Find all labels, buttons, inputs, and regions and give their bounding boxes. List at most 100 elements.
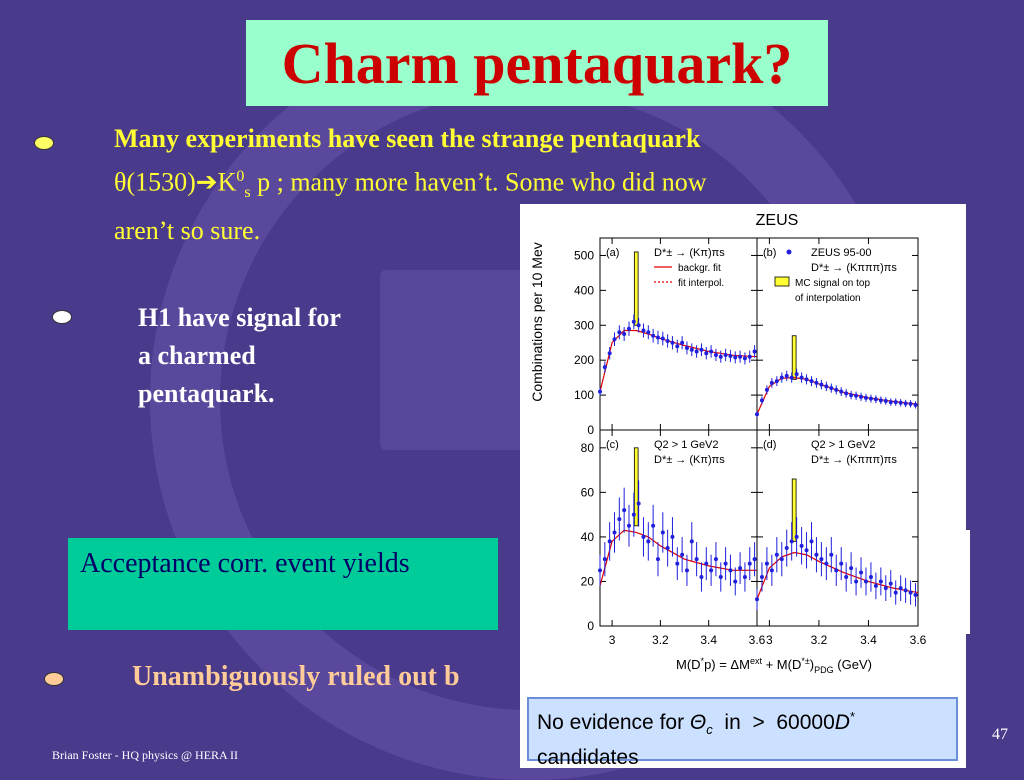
mc-signal-bar [633, 447, 639, 527]
data-point [779, 375, 784, 380]
footer-text: Brian Foster - HQ physics @ HERA II [52, 748, 239, 762]
xlabel-main: M(D [676, 657, 701, 672]
data-point [903, 401, 908, 406]
panel-frame [756, 429, 919, 627]
data-point [868, 575, 873, 579]
theta-symbol: θ(1530) [114, 167, 196, 197]
data-point [844, 391, 849, 396]
data-point [670, 340, 675, 345]
kaon-superscript: 0 [236, 168, 245, 185]
figure-panel-extension [940, 530, 970, 634]
data-point [680, 340, 685, 345]
data-point [893, 400, 898, 405]
x-tick-label: 3.4 [700, 633, 717, 647]
y-tick-label: 60 [581, 485, 595, 499]
xlabel-plus: + M(D [762, 657, 801, 672]
data-point [684, 568, 689, 573]
data-point [699, 575, 704, 579]
y-tick-label: 400 [574, 283, 594, 297]
y-tick-label: 0 [587, 423, 594, 437]
panel-id-label: (a) [606, 247, 619, 259]
y-tick-label: 300 [574, 318, 594, 332]
panel-label: D*± → (Kπ)πs [654, 454, 725, 466]
data-point [839, 389, 844, 394]
data-point [646, 330, 651, 335]
data-point [747, 354, 752, 359]
title-box: Charm pentaquark? [246, 20, 828, 106]
data-point [873, 397, 878, 402]
panel-label: D*± → (Kπ)πs [654, 247, 725, 259]
data-point [834, 568, 839, 573]
legend-label: backgr. fit [678, 263, 721, 274]
data-point [764, 387, 769, 392]
data-point [784, 546, 789, 551]
data-point [602, 557, 607, 562]
data-point [612, 337, 617, 342]
data-point [704, 351, 709, 356]
chart-title: ZEUS [756, 212, 799, 229]
x-tick-label: 3.6 [749, 633, 766, 647]
evidence-text-a: No evidence for [537, 711, 690, 734]
xlabel-unit: (GeV) [834, 657, 872, 672]
data-point [898, 586, 903, 591]
x-tick-label: 3 [609, 633, 616, 647]
data-point [888, 400, 893, 405]
y-tick-label: 20 [581, 574, 595, 588]
panel-label: D*± → (Kπππ)πs [811, 262, 897, 274]
evidence-line-2: candidates [537, 746, 639, 770]
data-point [888, 581, 893, 586]
data-point [893, 590, 898, 595]
data-point [908, 401, 913, 406]
data-point [646, 539, 651, 544]
y-tick-label: 40 [581, 530, 595, 544]
data-point [651, 333, 656, 338]
xlabel-sup1: * [701, 656, 705, 666]
data-point [655, 557, 660, 562]
data-point [814, 380, 819, 385]
figure-panel-background [520, 204, 966, 768]
legend-label: fit interpol. [678, 278, 724, 289]
background-fit-line [756, 377, 919, 415]
data-point [759, 575, 764, 579]
bullet-marker-3 [44, 672, 64, 686]
bullet-3-label: Unambiguously ruled out b [132, 661, 460, 692]
data-point [779, 557, 784, 562]
data-point [723, 352, 728, 357]
data-point [631, 319, 636, 324]
data-point [636, 501, 641, 506]
data-point [859, 394, 864, 399]
x-tick-label: 3.4 [860, 633, 877, 647]
data-point [804, 548, 809, 553]
data-point [764, 561, 769, 566]
data-point [908, 590, 913, 595]
kaon-symbol: K [217, 167, 237, 197]
data-point [689, 347, 694, 352]
bullet-3-text: Unambiguously ruled out b [132, 658, 460, 696]
data-point [829, 386, 834, 391]
panel-id-label: (c) [606, 439, 619, 451]
data-point [598, 389, 602, 394]
y-tick-label: 0 [587, 619, 594, 633]
data-point [742, 356, 747, 361]
data-point [913, 592, 918, 597]
data-point [854, 393, 859, 398]
data-point [636, 323, 641, 328]
x-tick-label: 3.2 [652, 633, 669, 647]
data-point [660, 336, 665, 341]
bullet-1-line-1: Many experiments have seen the strange p… [114, 124, 701, 153]
data-point [598, 568, 602, 573]
data-point [883, 399, 888, 404]
data-point [794, 534, 799, 539]
slide-title: Charm pentaquark? [281, 30, 793, 96]
data-point [755, 597, 759, 602]
panel-label: Q2 > 1 GeV2 [811, 439, 876, 451]
xlabel-sub: PDG [814, 665, 834, 675]
data-point [617, 330, 622, 335]
data-point [718, 354, 723, 359]
data-point [689, 539, 694, 544]
background-fit-line [599, 329, 758, 392]
data-point [699, 347, 704, 352]
data-point [898, 400, 903, 405]
x-tick-label: 3.6 [910, 633, 927, 647]
kaon-subscript: s [244, 183, 251, 201]
